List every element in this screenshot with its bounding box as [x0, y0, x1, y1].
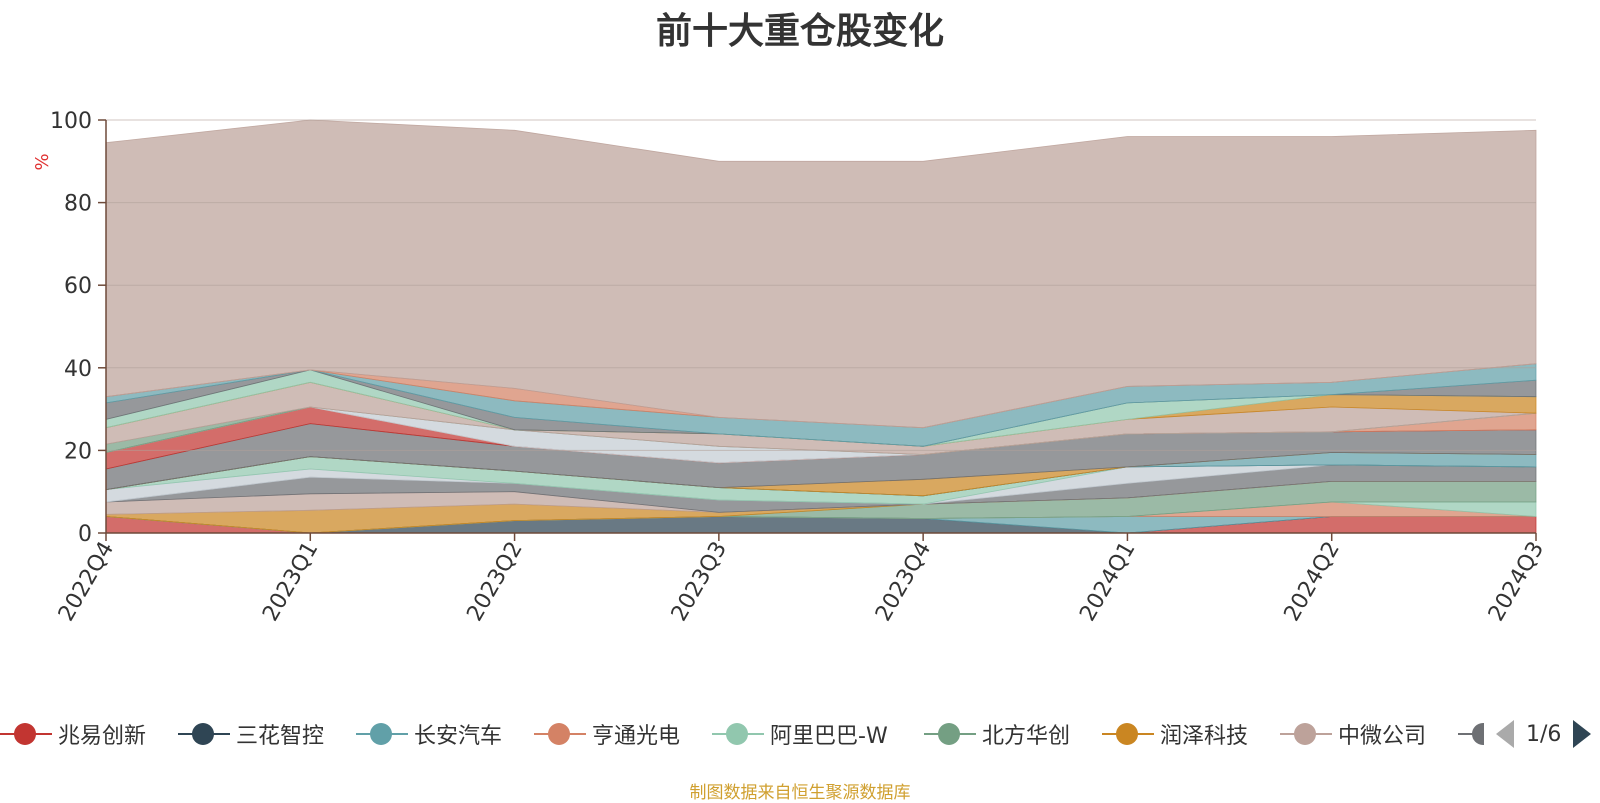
grid-lines: [106, 119, 1536, 451]
chart-title: 前十大重仓股变化: [655, 11, 944, 52]
x-tick-label: 2022Q4: [54, 538, 119, 626]
y-tick-label: 80: [64, 192, 92, 217]
triangle-right-icon[interactable]: [1573, 720, 1592, 748]
y-tick-label: 60: [64, 274, 92, 299]
legend-item[interactable]: [1458, 716, 1484, 752]
legend: 兆易创新 三花智控 长安汽车 亨通光电 阿里巴巴-W 北方华创 润泽科技 中微公司: [0, 716, 1600, 752]
x-tick-label: 2023Q4: [871, 538, 936, 626]
legend-page-indicator: 1/6: [1526, 721, 1562, 747]
legend-item[interactable]: 三花智控: [178, 716, 324, 752]
legend-item[interactable]: 北方华创: [924, 716, 1070, 752]
x-tick-label: 2024Q1: [1075, 538, 1140, 626]
legend-label: 兆易创新: [58, 724, 147, 749]
legend-item[interactable]: 润泽科技: [1102, 716, 1248, 752]
x-tick-label: 2024Q2: [1280, 538, 1345, 626]
y-tick-label: 20: [64, 439, 92, 464]
legend-marker-icon: [1102, 719, 1154, 749]
legend-pager: 1/6: [1496, 716, 1592, 752]
y-tick-label: 100: [50, 109, 92, 134]
legend-marker-icon: [924, 719, 976, 749]
legend-label: 长安汽车: [414, 724, 503, 749]
legend-item[interactable]: 亨通光电: [534, 716, 680, 752]
legend-marker-icon: [712, 719, 764, 749]
legend-label: 亨通光电: [592, 724, 681, 749]
y-tick-label: 0: [78, 522, 92, 547]
x-tick-label: 2023Q2: [462, 538, 527, 626]
y-axis-label: %: [32, 153, 53, 170]
legend-item[interactable]: 兆易创新: [0, 716, 146, 752]
legend-item[interactable]: 中微公司: [1280, 716, 1426, 752]
source-note: 制图数据来自恒生聚源数据库: [689, 783, 911, 803]
stacked-area-chart: 0 20 40 60 80 100 2022Q4 2023Q1 2023Q2 2023Q3 2023…: [32, 109, 1549, 626]
legend-marker-icon: [356, 719, 408, 749]
legend-label: 中微公司: [1338, 724, 1427, 749]
triangle-left-icon[interactable]: [1496, 720, 1514, 748]
legend-marker-icon: [1458, 719, 1484, 749]
x-tick-label: 2023Q3: [667, 538, 732, 626]
legend-marker-icon: [1280, 719, 1332, 749]
x-tick-label: 2024Q3: [1484, 538, 1549, 626]
legend-label: 北方华创: [982, 724, 1071, 749]
area-series-26: [105, 119, 1537, 429]
legend-item[interactable]: 长安汽车: [356, 716, 502, 752]
legend-item[interactable]: 阿里巴巴-W: [712, 716, 888, 752]
legend-label: 润泽科技: [1160, 724, 1249, 749]
x-tick-label: 2023Q1: [258, 538, 323, 626]
y-tick-label: 40: [64, 357, 92, 382]
plot-layers: [105, 119, 1537, 534]
legend-label: 三花智控: [236, 724, 325, 749]
legend-marker-icon: [534, 719, 586, 749]
legend-marker-icon: [178, 719, 230, 749]
legend-marker-icon: [0, 719, 52, 749]
legend-label: 阿里巴巴-W: [770, 724, 888, 749]
